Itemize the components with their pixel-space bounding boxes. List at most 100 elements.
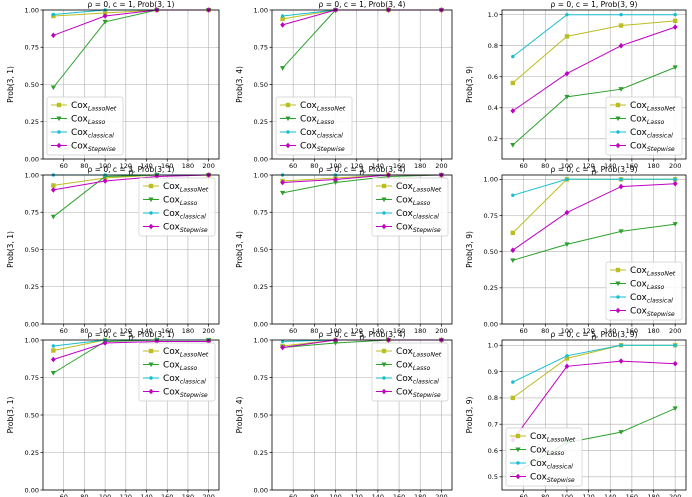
x-tick-label: 100 xyxy=(561,493,573,497)
legend-box xyxy=(371,177,449,237)
data-point-Cox_Stepwise xyxy=(280,344,285,351)
x-tick-label: 160 xyxy=(626,162,638,170)
data-point-Cox_LassoNet xyxy=(510,80,516,86)
x-tick-label: 120 xyxy=(120,162,132,170)
legend-label: Coxclassical xyxy=(630,293,673,305)
x-tick-label: 160 xyxy=(626,327,638,335)
legend-marker xyxy=(382,211,386,215)
y-tick-label: 0.00 xyxy=(254,320,268,328)
y-tick-label: 0.25 xyxy=(484,284,498,292)
data-point-Cox_Stepwise xyxy=(564,70,570,77)
legend-marker xyxy=(149,211,153,215)
data-point-Cox_classical xyxy=(673,12,677,17)
data-point-Cox_Lasso xyxy=(510,258,516,263)
y-axis-label: Prob(3, 1) xyxy=(6,66,15,103)
x-tick-label: 100 xyxy=(561,327,573,335)
series-line-Cox_classical xyxy=(512,178,676,196)
data-point-Cox_Stepwise xyxy=(672,180,678,187)
series-line-Cox_LassoNet xyxy=(512,178,676,234)
subplot-title: ρ = 0, c = 1, Prob(3, 4) xyxy=(319,0,406,9)
legend-marker xyxy=(516,461,520,465)
y-tick-label: 1.00 xyxy=(25,171,39,179)
x-tick-label: 160 xyxy=(393,493,405,497)
y-tick-label: 0.00 xyxy=(25,155,39,163)
legend-label: CoxStepwise xyxy=(530,473,575,485)
data-point-Cox_LassoNet xyxy=(510,395,516,401)
subplot-title: ρ = 0, c = 3, Prob(3, 4) xyxy=(319,165,406,174)
data-point-Cox_Stepwise xyxy=(618,183,624,190)
y-tick-label: 0.00 xyxy=(25,486,39,494)
x-tick-label: 60 xyxy=(520,162,528,170)
legend-label: CoxLassoNet xyxy=(630,266,676,278)
series-line-Cox_Lasso xyxy=(282,9,442,69)
y-axis-label: Prob(3, 1) xyxy=(6,231,15,268)
x-tick-label: 160 xyxy=(626,493,638,497)
legend-marker xyxy=(381,183,387,189)
data-point-Cox_Lasso xyxy=(50,85,56,91)
legend-label: CoxLassoNet xyxy=(71,101,117,113)
data-point-Cox_classical xyxy=(51,12,56,17)
legend-box xyxy=(138,342,216,402)
legend-marker xyxy=(285,102,291,108)
legend-label: CoxLasso xyxy=(163,361,198,373)
x-tick-label: 60 xyxy=(520,327,528,335)
x-tick-label: 80 xyxy=(310,327,318,335)
legend-marker xyxy=(148,362,154,368)
series-line-Cox_Stepwise xyxy=(282,9,442,26)
legend-marker xyxy=(615,142,621,149)
x-tick-label: 80 xyxy=(541,327,549,335)
legend-marker xyxy=(285,142,291,149)
y-tick-label: 1.00 xyxy=(25,336,39,344)
x-tick-label: 100 xyxy=(99,493,111,497)
legend-marker xyxy=(57,130,61,134)
y-tick-label: 1.00 xyxy=(254,336,268,344)
x-tick-label: 200 xyxy=(669,327,681,335)
x-tick-label: 200 xyxy=(669,493,681,497)
y-tick-label: 0.00 xyxy=(254,486,268,494)
x-tick-label: 140 xyxy=(604,327,616,335)
x-tick-label: 80 xyxy=(80,327,88,335)
data-point-Cox_Lasso xyxy=(50,214,56,220)
series-line-Cox_LassoNet xyxy=(512,20,676,84)
legend-box xyxy=(505,427,583,487)
legend-label: Coxclassical xyxy=(163,374,206,386)
legend-marker xyxy=(56,116,62,122)
y-tick-label: 0.25 xyxy=(254,449,268,457)
series-line-Cox_classical xyxy=(53,9,209,15)
subplot-1: 60 80 100 120 140 160 180 200 0.00 0.25 0.50 0.75 1.… xyxy=(6,0,220,177)
x-axis-label: n xyxy=(360,333,365,342)
data-point-Cox_Lasso xyxy=(672,406,678,412)
data-point-Cox_Stepwise xyxy=(510,247,516,254)
y-axis-label: Prob(3, 1) xyxy=(6,397,15,434)
y-tick-label: 0.6 xyxy=(488,447,498,455)
data-point-Cox_LassoNet xyxy=(510,230,516,236)
data-point-Cox_classical xyxy=(51,344,56,348)
legend-label: CoxLasso xyxy=(630,280,665,292)
data-point-Cox_classical xyxy=(673,177,677,182)
y-tick-label: 0.75 xyxy=(254,44,268,52)
data-point-Cox_classical xyxy=(673,343,677,347)
x-tick-label: 60 xyxy=(289,327,297,335)
x-tick-label: 80 xyxy=(310,162,318,170)
data-point-Cox_Stepwise xyxy=(564,209,570,216)
series-line-Cox_classical xyxy=(512,14,676,57)
legend-label: Coxclassical xyxy=(300,128,343,140)
legend-label: CoxLasso xyxy=(630,115,665,127)
legend-label: CoxStepwise xyxy=(71,142,116,154)
data-point-Cox_Lasso xyxy=(332,180,339,186)
data-point-Cox_Lasso xyxy=(564,242,570,248)
x-tick-label: 200 xyxy=(202,327,214,335)
x-tick-label: 100 xyxy=(329,493,341,497)
x-tick-label: 200 xyxy=(435,327,447,335)
legend-label: CoxLassoNet xyxy=(396,347,442,359)
legend-marker xyxy=(615,281,621,287)
legend-marker xyxy=(382,376,386,380)
legend-label: CoxLasso xyxy=(396,196,431,208)
y-axis-label: Prob(3, 9) xyxy=(465,397,474,434)
